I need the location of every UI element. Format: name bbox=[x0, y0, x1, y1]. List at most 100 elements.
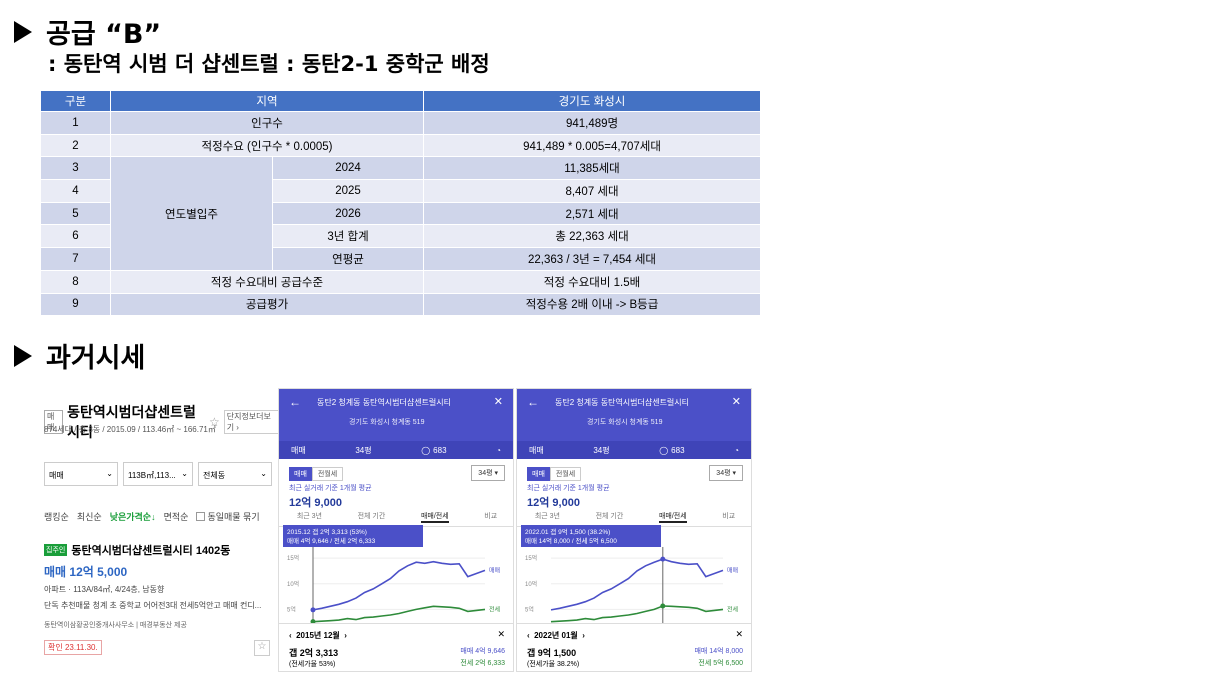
favorite-star-icon[interactable]: ☆ bbox=[254, 640, 270, 656]
comments-button[interactable]: ◯ 683 bbox=[659, 446, 684, 455]
favorite-star-icon[interactable]: ☆ bbox=[208, 415, 220, 429]
row-sub-label: 2026 bbox=[271, 201, 425, 226]
cursor-point bbox=[310, 619, 316, 625]
size-select[interactable]: 34평 ▾ bbox=[709, 465, 743, 481]
toggle-rent[interactable]: 전월세 bbox=[549, 467, 582, 481]
size-tab[interactable]: 34평 bbox=[593, 445, 610, 455]
comments-button[interactable]: ◯ 683 bbox=[421, 446, 446, 455]
filter-trade-select[interactable]: 매매 ⌄ bbox=[44, 462, 118, 486]
row-number: 3 bbox=[40, 156, 111, 181]
phone-title: 동탄2 청계동 동탄역시범더샵센트럴시티 bbox=[555, 398, 690, 407]
tooltip-line-1: 2022.01 갭 9억 1,500 (38.2%) bbox=[525, 528, 610, 536]
item-desc: 아파트 · 113A/84㎡, 4/24층, 남동향 bbox=[44, 585, 165, 594]
row-value: 적정수용 2배 이내 -> B등급 bbox=[423, 292, 762, 317]
month-detail-panel: ‹ 2015년 12월 › ✕ 갭 2억 3,313 (전세가율 53%) 매매… bbox=[279, 623, 513, 671]
item-title[interactable]: 동탄역시범더샵센트럴시티 1402동 bbox=[71, 545, 231, 557]
heading-text: 공급 “B” bbox=[46, 19, 162, 50]
month-nav[interactable]: ‹ 2015년 12월 › bbox=[289, 631, 347, 640]
trade-tab[interactable]: 매매 bbox=[529, 445, 544, 455]
size-tab[interactable]: 34평 bbox=[355, 445, 372, 455]
table-row: 5 2026 2,571 세대 bbox=[40, 201, 762, 226]
y-tick-label: 15억 bbox=[525, 554, 537, 562]
jeonse-value: 전세 5억 6,500 bbox=[698, 660, 743, 667]
bell-icon[interactable]: ◔ bbox=[734, 445, 739, 455]
same-listing-checkbox[interactable]: 동일매물 묶기 bbox=[196, 510, 260, 523]
price-chart-screenshot-2: ← 동탄2 청계동 동탄역시범더샵센트럴시티 ✕ 경기도 화성시 청계동 519… bbox=[516, 388, 752, 672]
complex-info-link[interactable]: 단지정보더보기 › bbox=[223, 410, 280, 434]
legend-label: 전세 bbox=[489, 605, 500, 613]
y-tick-label: 15억 bbox=[287, 554, 299, 562]
row-sub-label: 2024 bbox=[271, 156, 425, 181]
close-icon[interactable]: ✕ bbox=[731, 396, 741, 408]
jeonse-series-line bbox=[312, 605, 486, 623]
range-tab-compare[interactable]: 비교 bbox=[484, 513, 498, 520]
phone-body: 매매 전월세 34평 ▾ 최근 실거래 기준 1개월 평균 12억 9,000 … bbox=[517, 459, 751, 671]
tooltip-line-2: 매매 4억 9,646 / 전세 2억 6,333 bbox=[287, 536, 376, 545]
month-date: 2015년 12월 bbox=[296, 631, 340, 640]
filter-value: 전체동 bbox=[203, 471, 226, 480]
item-price: 매매 12억 5,000 bbox=[44, 565, 128, 579]
ratio-value: (전세가율 38.2%) bbox=[527, 661, 580, 668]
chevron-down-icon: ⌄ bbox=[181, 469, 188, 478]
sort-area[interactable]: 면적순 bbox=[163, 512, 189, 522]
range-tab-trade-jeonse[interactable]: 매매/전세 bbox=[420, 511, 449, 523]
row-number: 6 bbox=[40, 224, 111, 249]
y-tick-label: 10억 bbox=[287, 580, 299, 588]
back-arrow-icon[interactable]: ← bbox=[289, 395, 301, 409]
phone-title: 동탄2 청계동 동탄역시범더샵센트럴시티 bbox=[317, 398, 452, 407]
complex-meta: 874세대 / 총 8동 / 2015.09 / 113.46㎡ ~ 166.7… bbox=[44, 425, 216, 434]
row-value: 8,407 세대 bbox=[423, 179, 762, 203]
month-detail-panel: ‹ 2022년 01월 › ✕ 갭 9억 1,500 (전세가율 38.2%) … bbox=[517, 623, 751, 671]
size-select-value: 34평 bbox=[478, 470, 493, 477]
range-tab-trade-jeonse[interactable]: 매매/전세 bbox=[658, 511, 687, 523]
chevron-down-icon: ⌄ bbox=[260, 469, 267, 478]
filter-building-select[interactable]: 전체동 ⌄ bbox=[198, 462, 272, 486]
close-icon[interactable]: ✕ bbox=[493, 396, 503, 408]
close-icon[interactable]: ✕ bbox=[735, 629, 743, 639]
range-tab-all[interactable]: 전체 기간 bbox=[595, 513, 624, 520]
range-tab-all[interactable]: 전체 기간 bbox=[357, 513, 386, 520]
recent-price: 12억 9,000 bbox=[527, 497, 580, 509]
table-header: 경기도 화성시 bbox=[423, 90, 762, 112]
month-nav[interactable]: ‹ 2022년 01월 › bbox=[527, 631, 585, 640]
cursor-point bbox=[660, 603, 666, 609]
comment-count: 683 bbox=[671, 445, 685, 455]
filter-size-select[interactable]: 113B㎡,113... ⌄ bbox=[123, 462, 193, 486]
filter-value: 113B㎡,113... bbox=[128, 471, 176, 480]
back-arrow-icon[interactable]: ← bbox=[527, 395, 539, 409]
toggle-trade[interactable]: 매매 bbox=[527, 467, 550, 481]
row-label: 공급평가 bbox=[109, 292, 425, 317]
merged-label: 연도별입주 bbox=[110, 156, 273, 271]
toggle-rent[interactable]: 전월세 bbox=[311, 467, 344, 481]
recent-label: 최근 실거래 기준 1개월 평균 bbox=[289, 485, 372, 492]
trade-tag: 매매 bbox=[44, 410, 64, 434]
cursor-point bbox=[310, 607, 316, 613]
close-icon[interactable]: ✕ bbox=[497, 629, 505, 639]
listing-screenshot: 매매 동탄역시범더샵센트럴시티 ☆ 단지정보더보기 › 874세대 / 총 8동… bbox=[40, 388, 280, 670]
tooltip-box bbox=[283, 525, 423, 547]
complex-title: 동탄역시범더샵센트럴시티 bbox=[67, 404, 196, 440]
gap-value: 갭 2억 3,313 bbox=[289, 648, 339, 658]
tooltip-line-2: 매매 14억 8,000 / 전세 5억 6,500 bbox=[525, 536, 617, 545]
sort-ranking[interactable]: 랭킹순 bbox=[44, 512, 69, 522]
range-tab-3y[interactable]: 최근 3년 bbox=[534, 513, 560, 520]
range-tab-compare[interactable]: 비교 bbox=[722, 513, 736, 520]
section-heading-past-price: 과거시세 bbox=[14, 336, 145, 375]
bell-icon[interactable]: ◔ bbox=[496, 445, 501, 455]
range-tab-3y[interactable]: 최근 3년 bbox=[296, 513, 322, 520]
chat-bubble-icon: ◯ bbox=[421, 445, 431, 455]
toggle-trade[interactable]: 매매 bbox=[289, 467, 312, 481]
row-value: 941,489명 bbox=[423, 111, 762, 135]
sort-low-price[interactable]: 낮은가격순↓ bbox=[109, 512, 156, 522]
table-row: 3 연도별입주 2024 11,385세대 bbox=[40, 156, 762, 271]
table-row: 2 적정수요 (인구수 * 0.0005) 941,489 * 0.005=4,… bbox=[40, 133, 762, 158]
row-label: 인구수 bbox=[109, 111, 425, 135]
row-value: 총 22,363 세대 bbox=[423, 224, 762, 249]
phone-tabs: 매매 34평 ◯ 683 ◔ bbox=[279, 441, 513, 459]
sort-latest[interactable]: 최신순 bbox=[76, 512, 102, 522]
size-select[interactable]: 34평 ▾ bbox=[471, 465, 505, 481]
trade-tab[interactable]: 매매 bbox=[291, 445, 306, 455]
row-value: 11,385세대 bbox=[423, 156, 762, 181]
chevron-down-icon: ⌄ bbox=[106, 469, 113, 478]
month-date: 2022년 01월 bbox=[534, 631, 578, 640]
